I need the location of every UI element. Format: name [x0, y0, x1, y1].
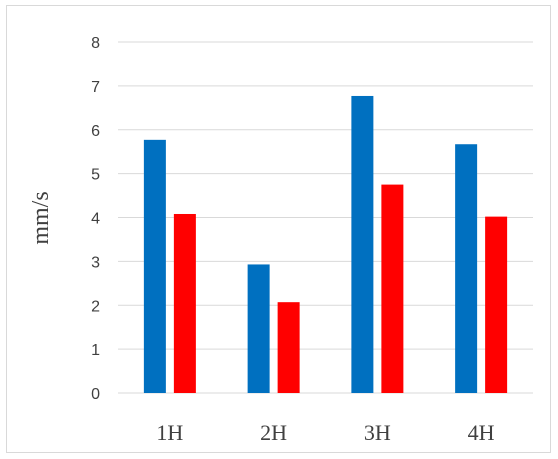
y-tick-label: 2	[91, 298, 100, 315]
y-tick-label: 7	[91, 79, 100, 96]
bars	[143, 95, 508, 393]
y-axis-label: mm/s	[28, 191, 54, 244]
bar-3H-series-1	[351, 95, 374, 393]
y-axis-ticks: 0 1 2 3 4 5 6 7 8	[91, 35, 100, 403]
bar-4H-series-1	[455, 144, 478, 393]
y-tick-label: 5	[91, 167, 100, 184]
bar-2H-series-2	[277, 302, 300, 393]
bar-2H-series-1	[247, 264, 270, 393]
x-axis-ticks: 1H 2H 3H 4H	[156, 420, 494, 445]
bar-3H-series-2	[381, 184, 404, 393]
y-tick-label: 0	[91, 386, 100, 403]
x-tick-label: 2H	[260, 420, 287, 445]
x-tick-label: 1H	[156, 420, 183, 445]
y-tick-label: 1	[91, 342, 100, 359]
x-tick-label: 4H	[468, 420, 495, 445]
y-tick-label: 6	[91, 123, 100, 140]
bar-1H-series-1	[143, 139, 166, 393]
y-tick-label: 4	[91, 211, 100, 228]
bar-1H-series-2	[173, 213, 196, 393]
y-tick-label: 3	[91, 254, 100, 271]
x-tick-label: 3H	[364, 420, 391, 445]
y-tick-label: 8	[91, 35, 100, 52]
bar-4H-series-2	[485, 216, 508, 393]
